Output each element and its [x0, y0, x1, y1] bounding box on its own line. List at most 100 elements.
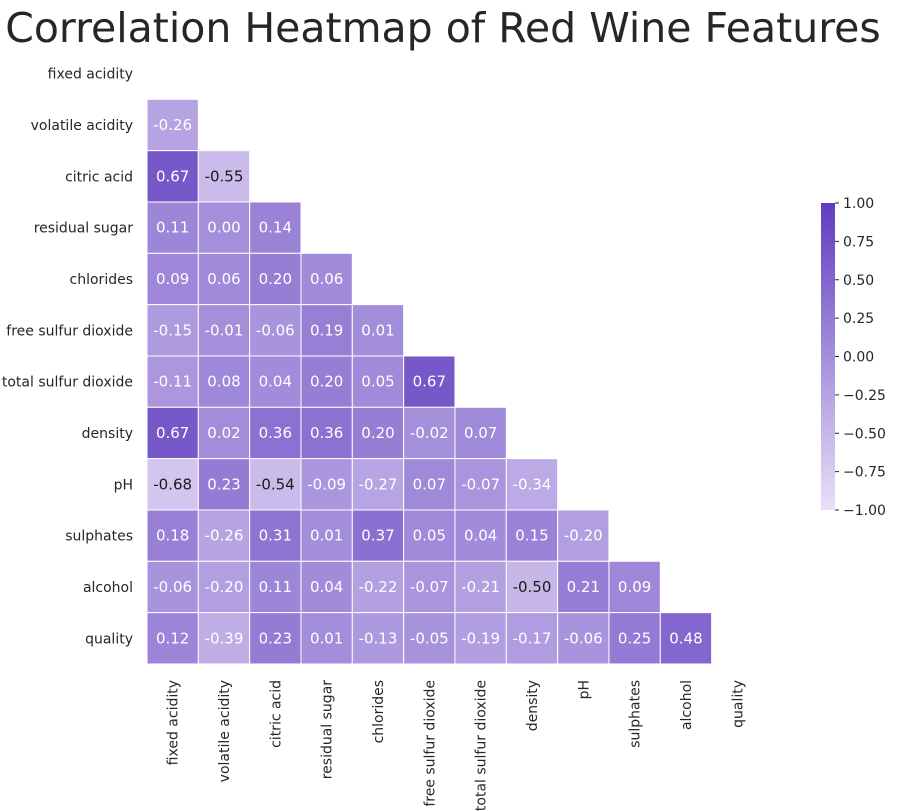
cell-value-label: 0.11: [259, 578, 292, 596]
cell-value-label: 0.20: [259, 270, 292, 288]
cell-value-label: 0.05: [361, 373, 394, 391]
heatmap-cell-density-vs-volatile-acidity: [197, 406, 251, 460]
heatmap-cell-density-vs-residual-sugar: [300, 406, 353, 460]
cell-value-label: -0.02: [410, 424, 449, 442]
cell-value-label: 0.67: [413, 373, 446, 391]
heatmap-cell-alcohol-vs-sulphates: [608, 560, 661, 614]
colorbar-gradient: [821, 203, 835, 510]
x-tick-label-total-sulfur-dioxide: total sulfur dioxide: [474, 680, 490, 811]
cell-value-label: -0.55: [205, 167, 244, 185]
cell-value-label: -0.06: [153, 578, 192, 596]
cell-value-label: 0.14: [259, 219, 292, 237]
y-tick-label-total-sulfur-dioxide: total sulfur dioxide: [2, 375, 133, 391]
y-tick-label-free-sulfur-dioxide: free sulfur dioxide: [6, 323, 133, 339]
heatmap-cell-total-sulfur-dioxide-vs-chlorides: [351, 355, 405, 408]
heatmap-cell-quality-vs-free-sulfur-dioxide: [403, 612, 456, 665]
cell-value-label: 0.37: [361, 527, 394, 545]
cell-value-label: 0.06: [310, 270, 343, 288]
y-tick-label-density: density: [82, 426, 133, 442]
cell-value-label: 0.02: [207, 424, 240, 442]
y-tick-label-volatile-acidity: volatile acidity: [31, 118, 133, 134]
chart-title: Correlation Heatmap of Red Wine Features: [5, 4, 881, 52]
cell-value-label: 0.04: [259, 373, 292, 391]
cell-value-label: -0.11: [153, 373, 192, 391]
heatmap-cell-sulphates-vs-free-sulfur-dioxide: [403, 509, 456, 562]
cell-value-label: 0.20: [361, 424, 394, 442]
x-tick-label-chlorides: chlorides: [371, 680, 387, 743]
cell-value-label: -0.54: [256, 475, 295, 493]
cell-value-label: 0.36: [259, 424, 292, 442]
heatmap-cell-density-vs-total-sulfur-dioxide: [454, 406, 507, 460]
heatmap-cell-sulphates-vs-residual-sugar: [300, 509, 353, 562]
heatmap-cell-quality-vs-chlorides: [351, 612, 405, 665]
heatmap-cell-quality-vs-alcohol: [659, 612, 713, 665]
heatmap-cell-total-sulfur-dioxide-vs-volatile-acidity: [197, 355, 251, 408]
heatmap-cell-quality-vs-ph: [557, 612, 610, 665]
heatmap-cell-quality-vs-fixed-acidity: [146, 612, 199, 665]
heatmap-cell-chlorides-vs-volatile-acidity: [197, 252, 251, 306]
cell-value-label: -0.07: [461, 475, 500, 493]
colorbar-tick-label: −0.75: [843, 465, 886, 481]
cell-value-label: 0.19: [310, 321, 343, 339]
cell-value-label: -0.19: [461, 629, 500, 647]
heatmap-cell-total-sulfur-dioxide-vs-free-sulfur-dioxide: [403, 355, 456, 408]
cell-value-label: -0.34: [513, 475, 552, 493]
x-tick-label-residual-sugar: residual sugar: [320, 680, 336, 780]
cell-value-label: 0.36: [310, 424, 343, 442]
heatmap-cell-total-sulfur-dioxide-vs-fixed-acidity: [146, 355, 199, 408]
y-tick-label-ph: pH: [114, 477, 133, 493]
cell-value-label: 0.31: [259, 527, 292, 545]
y-tick-label-alcohol: alcohol: [83, 580, 133, 596]
cell-value-label: 0.12: [156, 629, 189, 647]
heatmap-cell-density-vs-fixed-acidity: [146, 406, 199, 460]
heatmap-cell-sulphates-vs-ph: [557, 509, 610, 562]
cell-value-label: 0.25: [618, 629, 651, 647]
colorbar-tick-label: 0.25: [843, 311, 874, 327]
cell-value-label: 0.21: [567, 578, 600, 596]
x-tick-label-quality: quality: [730, 680, 746, 728]
y-tick-label-residual-sugar: residual sugar: [34, 221, 134, 237]
colorbar-tick-label: −1.00: [843, 503, 886, 519]
heatmap-cell-free-sulfur-dioxide-vs-residual-sugar: [300, 304, 353, 357]
x-tick-label-fixed-acidity: fixed acidity: [166, 680, 182, 765]
heatmap-cell-density-vs-free-sulfur-dioxide: [403, 406, 456, 460]
cell-value-label: -0.39: [205, 629, 244, 647]
cell-value-label: 0.09: [156, 270, 189, 288]
heatmap-cell-quality-vs-residual-sugar: [300, 612, 353, 665]
heatmap-cell-citric-acid-vs-fixed-acidity: [146, 150, 199, 203]
cell-value-label: 0.06: [207, 270, 240, 288]
colorbar-tick-label: 0.00: [843, 350, 874, 366]
heatmap-cell-alcohol-vs-chlorides: [351, 560, 405, 614]
cell-value-label: 0.23: [259, 629, 292, 647]
cell-value-label: 0.07: [464, 424, 497, 442]
x-tick-label-ph: pH: [576, 680, 592, 699]
x-tick-label-volatile-acidity: volatile acidity: [217, 680, 233, 782]
cell-value-label: -0.01: [205, 321, 244, 339]
y-tick-label-fixed-acidity: fixed acidity: [48, 67, 133, 83]
heatmap-cell-chlorides-vs-residual-sugar: [300, 252, 353, 306]
cell-value-label: -0.68: [153, 475, 192, 493]
x-tick-label-alcohol: alcohol: [679, 680, 695, 730]
heatmap-cell-alcohol-vs-free-sulfur-dioxide: [403, 560, 456, 614]
heatmap-cell-total-sulfur-dioxide-vs-residual-sugar: [300, 355, 353, 408]
cell-value-label: 0.23: [207, 475, 240, 493]
cell-value-label: -0.20: [564, 527, 603, 545]
cell-value-label: -0.17: [513, 629, 552, 647]
cell-value-label: -0.13: [359, 629, 398, 647]
cell-value-label: 0.01: [310, 629, 343, 647]
heatmap-cell-alcohol-vs-volatile-acidity: [197, 560, 251, 614]
x-tick-label-citric-acid: citric acid: [268, 680, 284, 748]
cell-value-label: 0.67: [156, 424, 189, 442]
heatmap-cell-citric-acid-vs-volatile-acidity: [197, 150, 251, 203]
y-tick-label-citric-acid: citric acid: [65, 169, 133, 185]
cell-value-label: 0.04: [310, 578, 343, 596]
cell-value-label: 0.48: [669, 629, 702, 647]
x-tick-label-density: density: [525, 680, 541, 731]
x-tick-label-free-sulfur-dioxide: free sulfur dioxide: [422, 680, 438, 807]
heatmap-cell-quality-vs-volatile-acidity: [197, 612, 251, 665]
heatmap-cell-alcohol-vs-density: [505, 560, 559, 614]
colorbar-tick-label: −0.50: [843, 426, 886, 442]
cell-value-label: 0.04: [464, 527, 497, 545]
cell-value-label: -0.21: [461, 578, 500, 596]
